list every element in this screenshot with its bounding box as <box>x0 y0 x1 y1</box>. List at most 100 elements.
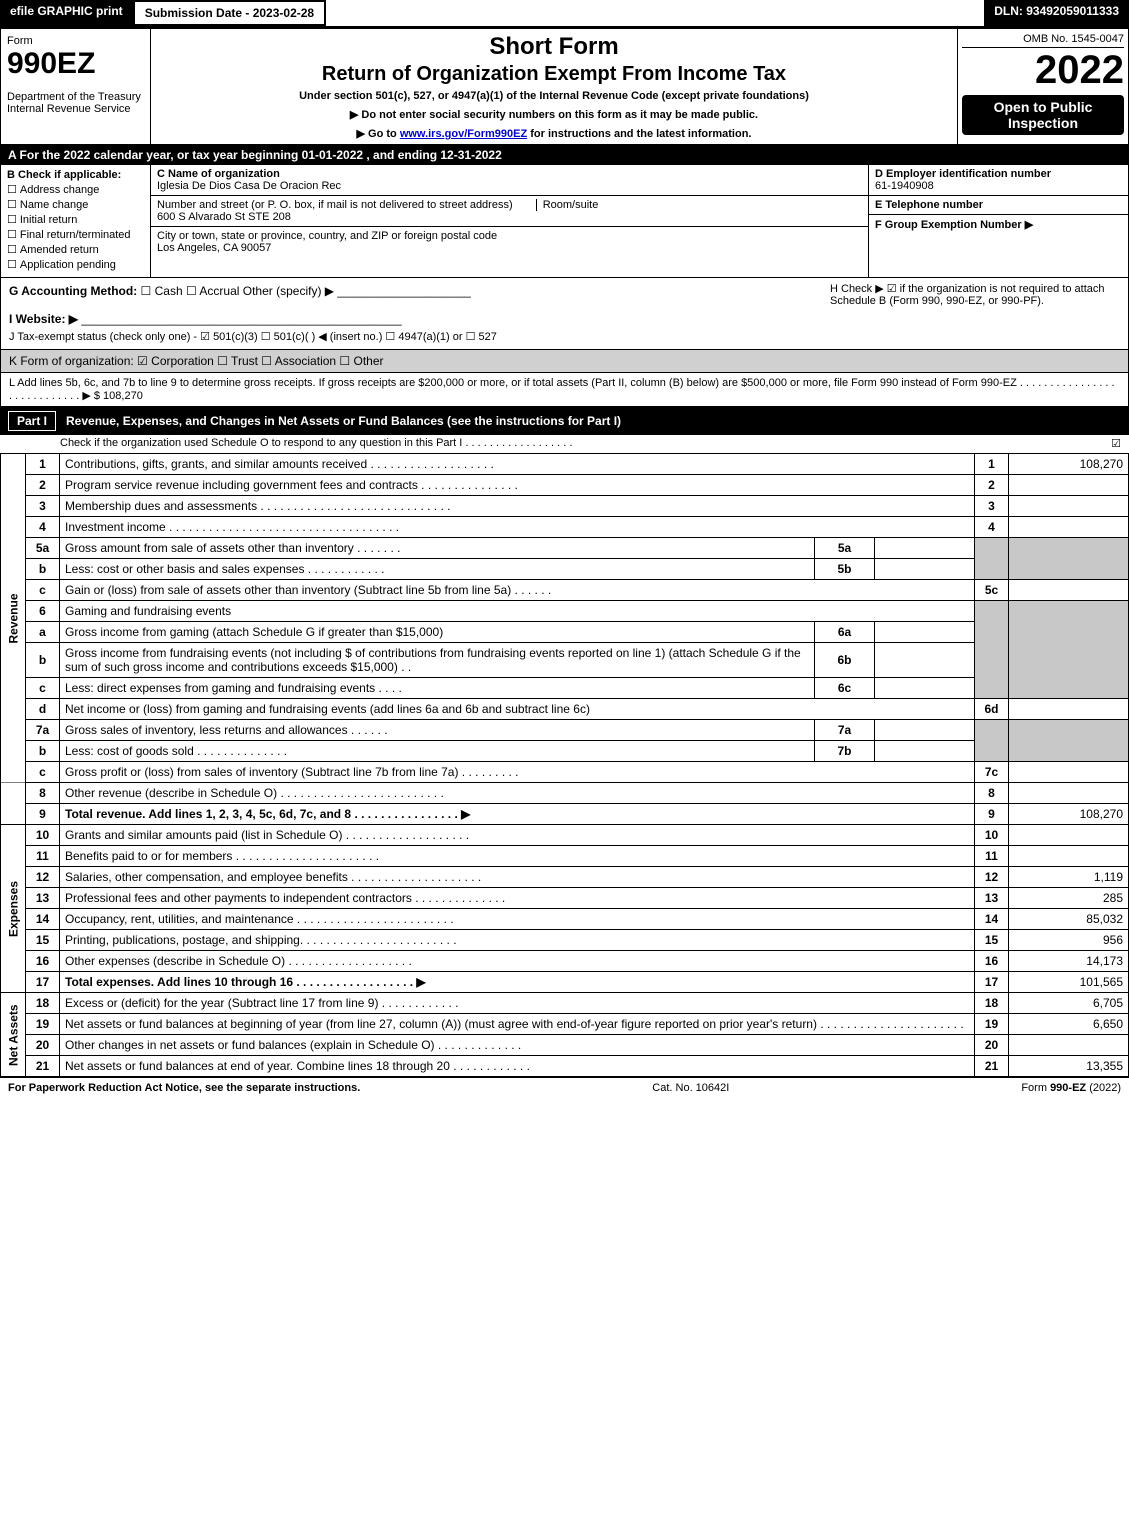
l18-v: 6,705 <box>1009 993 1129 1014</box>
l12-v: 1,119 <box>1009 867 1129 888</box>
l1-v: 108,270 <box>1009 454 1129 475</box>
chk-address-change[interactable]: Address change <box>7 183 144 196</box>
part-1-sub-text: Check if the organization used Schedule … <box>60 437 572 449</box>
l10-n: 10 <box>26 825 60 846</box>
c-city-row: City or town, state or province, country… <box>151 227 868 277</box>
l4-d: Investment income . . . . . . . . . . . … <box>60 517 975 538</box>
l21-d: Net assets or fund balances at end of ye… <box>60 1056 975 1077</box>
omb-number: OMB No. 1545-0047 <box>962 33 1124 48</box>
l-amount: 108,270 <box>103 390 143 402</box>
revenue-sidelabel: Revenue <box>1 454 26 783</box>
line-1: Revenue 1 Contributions, gifts, grants, … <box>1 454 1129 475</box>
efile-label: efile GRAPHIC print <box>0 0 133 26</box>
l1-n: 1 <box>26 454 60 475</box>
l13-num: 13 <box>975 888 1009 909</box>
footer-left: For Paperwork Reduction Act Notice, see … <box>8 1082 360 1094</box>
line-14: 14 Occupancy, rent, utilities, and maint… <box>1 909 1129 930</box>
l13-v: 285 <box>1009 888 1129 909</box>
line-6: 6 Gaming and fundraising events <box>1 601 1129 622</box>
e-tel-row: E Telephone number <box>869 196 1128 215</box>
d-ein-row: D Employer identification number 61-1940… <box>869 165 1128 196</box>
chk-final-return[interactable]: Final return/terminated <box>7 228 144 241</box>
ein-value: 61-1940908 <box>875 180 1122 192</box>
header-right: OMB No. 1545-0047 2022 Open to Public In… <box>958 29 1128 144</box>
l5b-n: b <box>26 559 60 580</box>
row-g-h-i-j: H Check ▶ ☑ if the organization is not r… <box>0 278 1129 350</box>
part-1-num: Part I <box>8 411 56 431</box>
line-6a: a Gross income from gaming (attach Sched… <box>1 622 1129 643</box>
l9-num: 9 <box>975 804 1009 825</box>
part-1-header: Part I Revenue, Expenses, and Changes in… <box>0 407 1129 435</box>
l3-n: 3 <box>26 496 60 517</box>
l7a-sub: 7a <box>815 720 875 741</box>
l6d-v <box>1009 699 1129 720</box>
irs-link[interactable]: www.irs.gov/Form990EZ <box>400 128 527 140</box>
l12-num: 12 <box>975 867 1009 888</box>
goto-pre: ▶ Go to <box>357 128 400 140</box>
footer-right-pre: Form <box>1021 1082 1050 1094</box>
l20-num: 20 <box>975 1035 1009 1056</box>
l17-num: 17 <box>975 972 1009 993</box>
l16-v: 14,173 <box>1009 951 1129 972</box>
e-tel-label: E Telephone number <box>875 199 1122 211</box>
l1-d: Contributions, gifts, grants, and simila… <box>60 454 975 475</box>
column-c: C Name of organization Iglesia De Dios C… <box>151 165 1128 277</box>
l20-v <box>1009 1035 1129 1056</box>
part-1-title: Revenue, Expenses, and Changes in Net As… <box>66 414 621 428</box>
subtitle-ssn: ▶ Do not enter social security numbers o… <box>159 108 949 121</box>
l21-n: 21 <box>26 1056 60 1077</box>
l6d-n: d <box>26 699 60 720</box>
line-10: Expenses 10 Grants and similar amounts p… <box>1 825 1129 846</box>
line-19: 19 Net assets or fund balances at beginn… <box>1 1014 1129 1035</box>
tax-year: 2022 <box>962 48 1124 93</box>
l7b-d: Less: cost of goods sold . . . . . . . .… <box>60 741 815 762</box>
row-i: I Website: ▶ ___________________________… <box>9 312 1120 326</box>
l5b-sv <box>875 559 975 580</box>
l7c-v <box>1009 762 1129 783</box>
l2-d: Program service revenue including govern… <box>60 475 975 496</box>
l7b-sv <box>875 741 975 762</box>
l10-d: Grants and similar amounts paid (list in… <box>60 825 975 846</box>
submission-date: Submission Date - 2023-02-28 <box>133 0 326 26</box>
l5a-n: 5a <box>26 538 60 559</box>
l6c-d: Less: direct expenses from gaming and fu… <box>60 678 815 699</box>
l7b-sub: 7b <box>815 741 875 762</box>
c-street-row: Number and street (or P. O. box, if mail… <box>151 196 868 227</box>
chk-initial-return[interactable]: Initial return <box>7 213 144 226</box>
g-label: G Accounting Method: <box>9 284 137 298</box>
l6-greynum <box>975 601 1009 699</box>
l2-v <box>1009 475 1129 496</box>
l7c-num: 7c <box>975 762 1009 783</box>
chk-amended-return[interactable]: Amended return <box>7 243 144 256</box>
l14-v: 85,032 <box>1009 909 1129 930</box>
l5c-num: 5c <box>975 580 1009 601</box>
l14-d: Occupancy, rent, utilities, and maintena… <box>60 909 975 930</box>
l18-n: 18 <box>26 993 60 1014</box>
c-name-label: C Name of organization <box>157 168 862 180</box>
l12-n: 12 <box>26 867 60 888</box>
form-number: 990EZ <box>7 47 144 81</box>
line-5b: b Less: cost or other basis and sales ex… <box>1 559 1129 580</box>
part-1-checkbox[interactable]: ☑ <box>1111 437 1121 450</box>
row-a-calendar-year: A For the 2022 calendar year, or tax yea… <box>0 145 1129 165</box>
l1-num: 1 <box>975 454 1009 475</box>
netassets-sidelabel: Net Assets <box>1 993 26 1077</box>
part-1-sub: Check if the organization used Schedule … <box>0 435 1129 454</box>
f-group-row: F Group Exemption Number ▶ <box>869 215 1128 234</box>
expenses-sidelabel: Expenses <box>1 825 26 993</box>
line-6c: c Less: direct expenses from gaming and … <box>1 678 1129 699</box>
l9-n: 9 <box>26 804 60 825</box>
chk-name-change[interactable]: Name change <box>7 198 144 211</box>
chk-application-pending[interactable]: Application pending <box>7 258 144 271</box>
d-ein-label: D Employer identification number <box>875 168 1122 180</box>
l6c-sv <box>875 678 975 699</box>
l6a-sv <box>875 622 975 643</box>
l5c-n: c <box>26 580 60 601</box>
l20-d: Other changes in net assets or fund bala… <box>60 1035 975 1056</box>
org-name: Iglesia De Dios Casa De Oracion Rec <box>157 180 862 192</box>
l17-v: 101,565 <box>1009 972 1129 993</box>
l6-greyval <box>1009 601 1129 699</box>
l2-num: 2 <box>975 475 1009 496</box>
line-7a: 7a Gross sales of inventory, less return… <box>1 720 1129 741</box>
form-word: Form <box>7 35 144 47</box>
